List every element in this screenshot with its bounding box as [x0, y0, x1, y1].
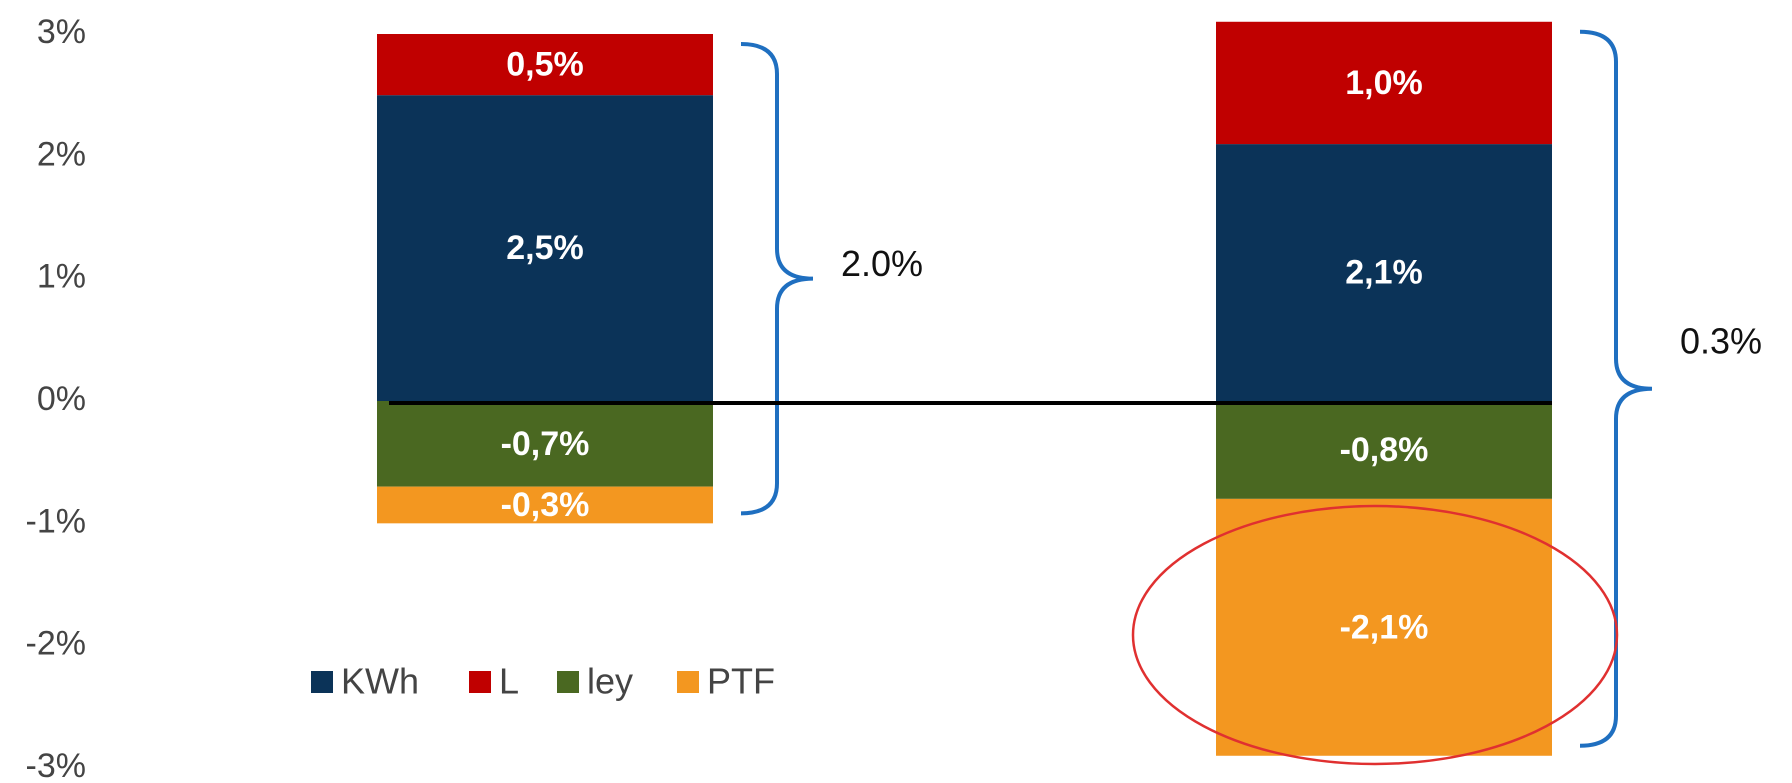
legend-swatch — [311, 671, 333, 693]
value-label: -0,3% — [501, 486, 590, 524]
value-label: 2,5% — [506, 229, 584, 267]
legend-swatch — [469, 671, 491, 693]
annotation: 0.3% — [1680, 320, 1762, 361]
bar-segment — [377, 95, 713, 402]
y-tick-label: -2% — [26, 625, 86, 663]
bracket — [1579, 29, 1653, 748]
legend-label: ley — [587, 661, 633, 702]
value-label: 2,1% — [1345, 254, 1423, 292]
y-tick-label: -3% — [26, 747, 86, 783]
legend-label: L — [499, 661, 519, 702]
legend-swatch — [557, 671, 579, 693]
value-label: -0,8% — [1340, 431, 1429, 469]
value-label: 1,0% — [1345, 64, 1423, 102]
bar-segment — [1216, 21, 1552, 145]
y-tick-label: 0% — [37, 380, 86, 418]
bar-segment — [377, 486, 713, 524]
value-label: -0,7% — [501, 425, 590, 463]
bar-segment — [1216, 498, 1552, 756]
legend-swatch — [677, 671, 699, 693]
highlight-ellipse — [1131, 504, 1619, 766]
value-label: 0,5% — [506, 46, 584, 84]
y-tick-label: 3% — [37, 13, 86, 51]
bracket — [740, 42, 814, 516]
bar-segment — [1216, 401, 1552, 499]
bar-segment — [1216, 144, 1552, 401]
bar-segment — [377, 34, 713, 96]
bar-segment — [377, 401, 713, 487]
legend-label: PTF — [707, 661, 775, 702]
value-label: -2,1% — [1340, 608, 1429, 646]
y-tick-label: 2% — [37, 135, 86, 173]
y-tick-label: 1% — [37, 258, 86, 296]
legend-label: KWh — [341, 661, 419, 702]
annotation: 2.0% — [841, 243, 923, 284]
y-tick-label: -1% — [26, 502, 86, 540]
